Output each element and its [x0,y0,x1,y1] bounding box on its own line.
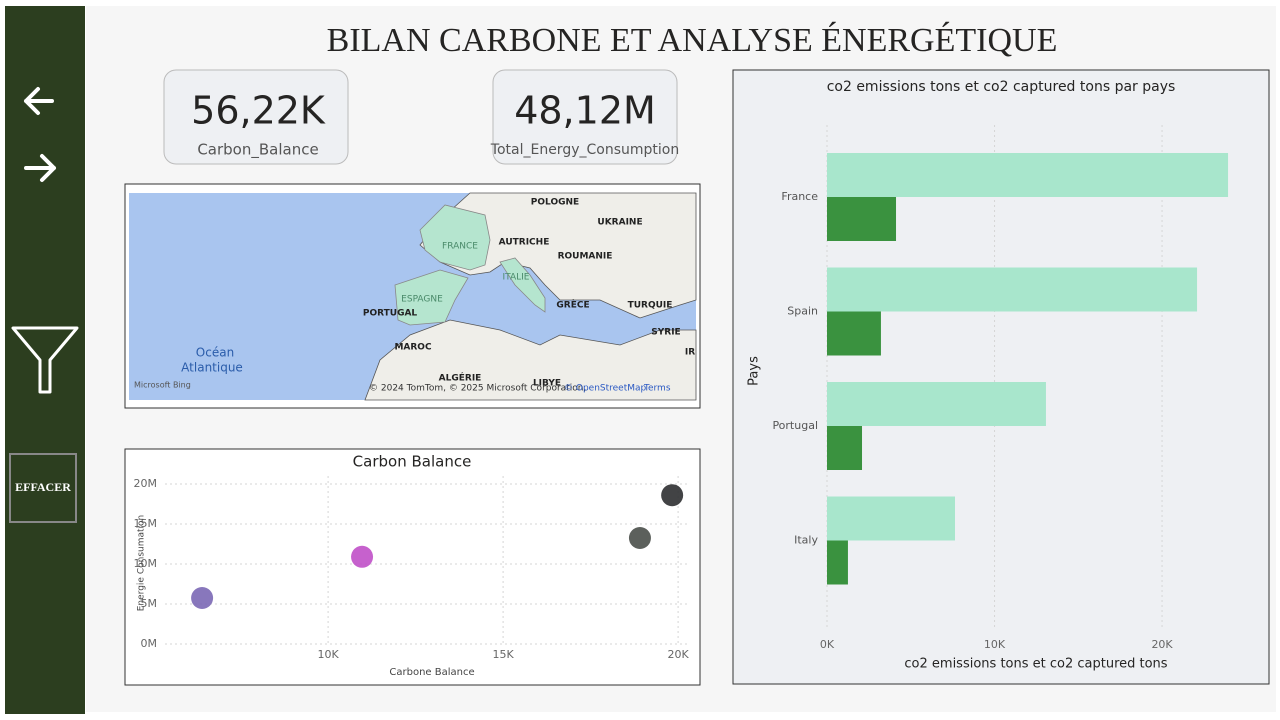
highlight-country [394,269,469,326]
map-label: Océan [196,346,234,360]
scatter-point [191,587,214,609]
map-label: LIBYE [533,379,561,389]
bar [827,496,955,541]
map-label: Atlantique [181,361,243,375]
x-tick-label: 15K [492,648,514,661]
sidebar [5,6,85,714]
kpi-card-box [492,69,678,165]
map-label: POLOGNE [531,198,579,208]
map-label: ESPAGNE [401,295,443,305]
back-arrow[interactable] [24,87,54,115]
bar [827,426,863,470]
highlight-country [499,257,546,313]
forward-arrow[interactable] [24,154,56,182]
chart-title: Carbon Balance [353,453,472,471]
map-label: AUTRICHE [499,238,550,248]
scatter-frame [124,448,701,686]
x-axis-label: Carbone Balance [389,667,474,678]
x-tick-label: 20K [1151,638,1173,651]
x-tick-label: 0K [820,638,835,651]
bar [827,382,1046,426]
map-label: ALGÉRIE [439,372,482,384]
bar [827,540,848,585]
map-terms-link[interactable]: Terms [643,384,671,394]
highlight-country [419,204,491,271]
chart-title: co2 emissions tons et co2 captured tons … [827,79,1176,95]
x-axis-label: co2 emissions tons et co2 captured tons [904,657,1167,672]
bar [827,153,1229,197]
category-label: Portugal [772,419,818,432]
scatter-point [661,484,684,507]
y-axis-label: Energie Consumation [137,515,147,612]
y-tick-label: 20M [134,477,158,490]
filter-icon[interactable] [11,326,79,394]
map-label: IR [685,348,695,358]
category-label: Italy [794,534,818,547]
map-label: SYRIE [651,328,680,338]
map: Microsoft Bing © 2024 TomTom, © 2025 Mic… [124,183,701,409]
x-tick-label: 10K [984,638,1006,651]
y-tick-label: 10M [134,557,158,570]
y-tick-label: 0M [141,637,158,650]
dashboard-title: BILAN CARBONE ET ANALYSE ÉNERGÉTIQUE [327,22,1058,59]
kpi-label: Total_Energy_Consumption [490,142,679,158]
map-label: MAROC [394,343,432,353]
category-label: France [781,190,818,203]
y-tick-label: 5M [141,597,158,610]
kpi-label: Carbon_Balance [197,141,318,160]
bar [827,311,881,356]
kpi-value: 48,12M [514,89,656,133]
kpi-card: 48,12M Total_Energy_Consumption [490,69,679,165]
map-label: FRANCE [442,242,478,252]
map-label: UKRAINE [597,218,642,228]
map-label: ITALIE [503,273,530,283]
map-attribution-link[interactable]: © OpenStreetMap [564,384,647,394]
map-provider: Microsoft Bing [134,381,191,390]
map-label: ROUMANIE [558,252,613,262]
bar [827,197,897,241]
scatter-point [351,545,374,568]
x-tick-label: 10K [317,648,339,661]
kpi-card-box [163,69,349,165]
y-tick-label: 15M [134,517,158,530]
map-label: GRÈCE [556,299,589,311]
scatter-point [628,527,651,549]
bar [827,267,1198,312]
x-tick-label: 20K [667,648,689,661]
y-axis-label: Pays [747,356,762,386]
land [364,319,697,401]
kpi-value: 56,22K [191,89,326,133]
category-label: Spain [787,305,818,318]
map-label: TURQUIE [628,301,673,311]
clear-button[interactable] [9,453,77,523]
map-attribution: © 2024 TomTom, © 2025 Microsoft Corporat… [369,384,586,394]
map-label: PORTUGAL [363,309,418,319]
kpi-card: 56,22K Carbon_Balance [163,69,349,165]
clear-button-label[interactable]: EFFACER [15,480,71,494]
